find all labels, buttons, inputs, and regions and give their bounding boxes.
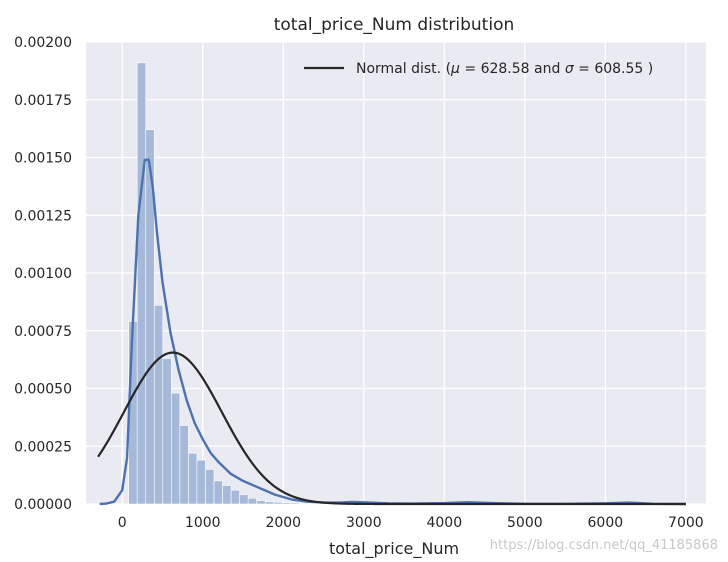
- y-tick-labels: 0.00000 0.00025 0.00050 0.00075 0.00100 0.001…: [14, 35, 72, 513]
- histogram-bar: [188, 452, 198, 505]
- x-tick-label: 6000: [588, 515, 624, 531]
- histogram-bars: [128, 62, 343, 505]
- histogram-bar: [162, 358, 172, 505]
- y-tick-label: 0.00150: [14, 151, 72, 167]
- legend-mu-value: = 628.58 and: [460, 61, 565, 77]
- x-tick-label: 7000: [668, 515, 704, 531]
- histogram-bar: [153, 305, 164, 505]
- x-tick-label: 2000: [265, 515, 301, 531]
- histogram-bar: [307, 503, 317, 505]
- x-tick-label: 0: [118, 515, 127, 531]
- y-tick-label: 0.00200: [14, 35, 72, 51]
- watermark: https://blog.csdn.net/qq_41185868: [490, 538, 718, 553]
- legend: Normal dist. (μ = 628.58 and σ = 608.55 …: [304, 61, 653, 77]
- x-tick-label: 4000: [426, 515, 462, 531]
- histogram-bar: [222, 485, 232, 505]
- chart-title: total_price_Num distribution: [274, 15, 515, 35]
- histogram-bar: [273, 501, 283, 505]
- histogram-bar: [247, 497, 258, 505]
- x-tick-label: 5000: [507, 515, 543, 531]
- histogram-bar: [205, 469, 215, 505]
- histogram-bar: [179, 425, 189, 505]
- legend-sigma-symbol: σ: [565, 61, 575, 77]
- x-tick-label: 1000: [185, 515, 221, 531]
- histogram-bar: [171, 392, 181, 505]
- y-tick-label: 0.00075: [14, 324, 72, 340]
- y-tick-label: 0.00100: [14, 266, 72, 282]
- lines: [97, 158, 686, 506]
- histogram-bar: [239, 494, 249, 505]
- legend-sigma-value: = 608.55 ): [574, 61, 654, 77]
- kde-line: [99, 158, 686, 506]
- histogram-bar: [264, 501, 275, 505]
- histogram-bar: [282, 502, 292, 505]
- x-tick-label: 3000: [346, 515, 382, 531]
- normal-dist-line: [97, 351, 686, 506]
- legend-label-prefix: Normal dist. (: [356, 61, 451, 77]
- x-tick-labels: 0 1000 2000 3000 4000 5000 6000 7000: [118, 515, 704, 531]
- histogram-bar: [299, 503, 309, 505]
- y-tick-label: 0.00000: [14, 497, 72, 513]
- histogram-bar: [213, 480, 223, 505]
- y-tick-label: 0.00175: [14, 93, 72, 109]
- y-tick-label: 0.00125: [14, 208, 72, 224]
- x-axis-title: total_price_Num: [329, 539, 459, 559]
- y-tick-label: 0.00025: [14, 439, 72, 455]
- legend-mu-symbol: μ: [450, 61, 460, 77]
- histogram-bar: [230, 489, 240, 505]
- legend-normal-label: Normal dist. (μ = 628.58 and σ = 608.55 …: [356, 61, 653, 77]
- histogram-bar: [136, 62, 147, 505]
- histogram-bar: [290, 502, 300, 505]
- histogram-bar: [256, 500, 266, 505]
- y-tick-label: 0.00050: [14, 382, 72, 398]
- histogram-bar: [196, 459, 206, 505]
